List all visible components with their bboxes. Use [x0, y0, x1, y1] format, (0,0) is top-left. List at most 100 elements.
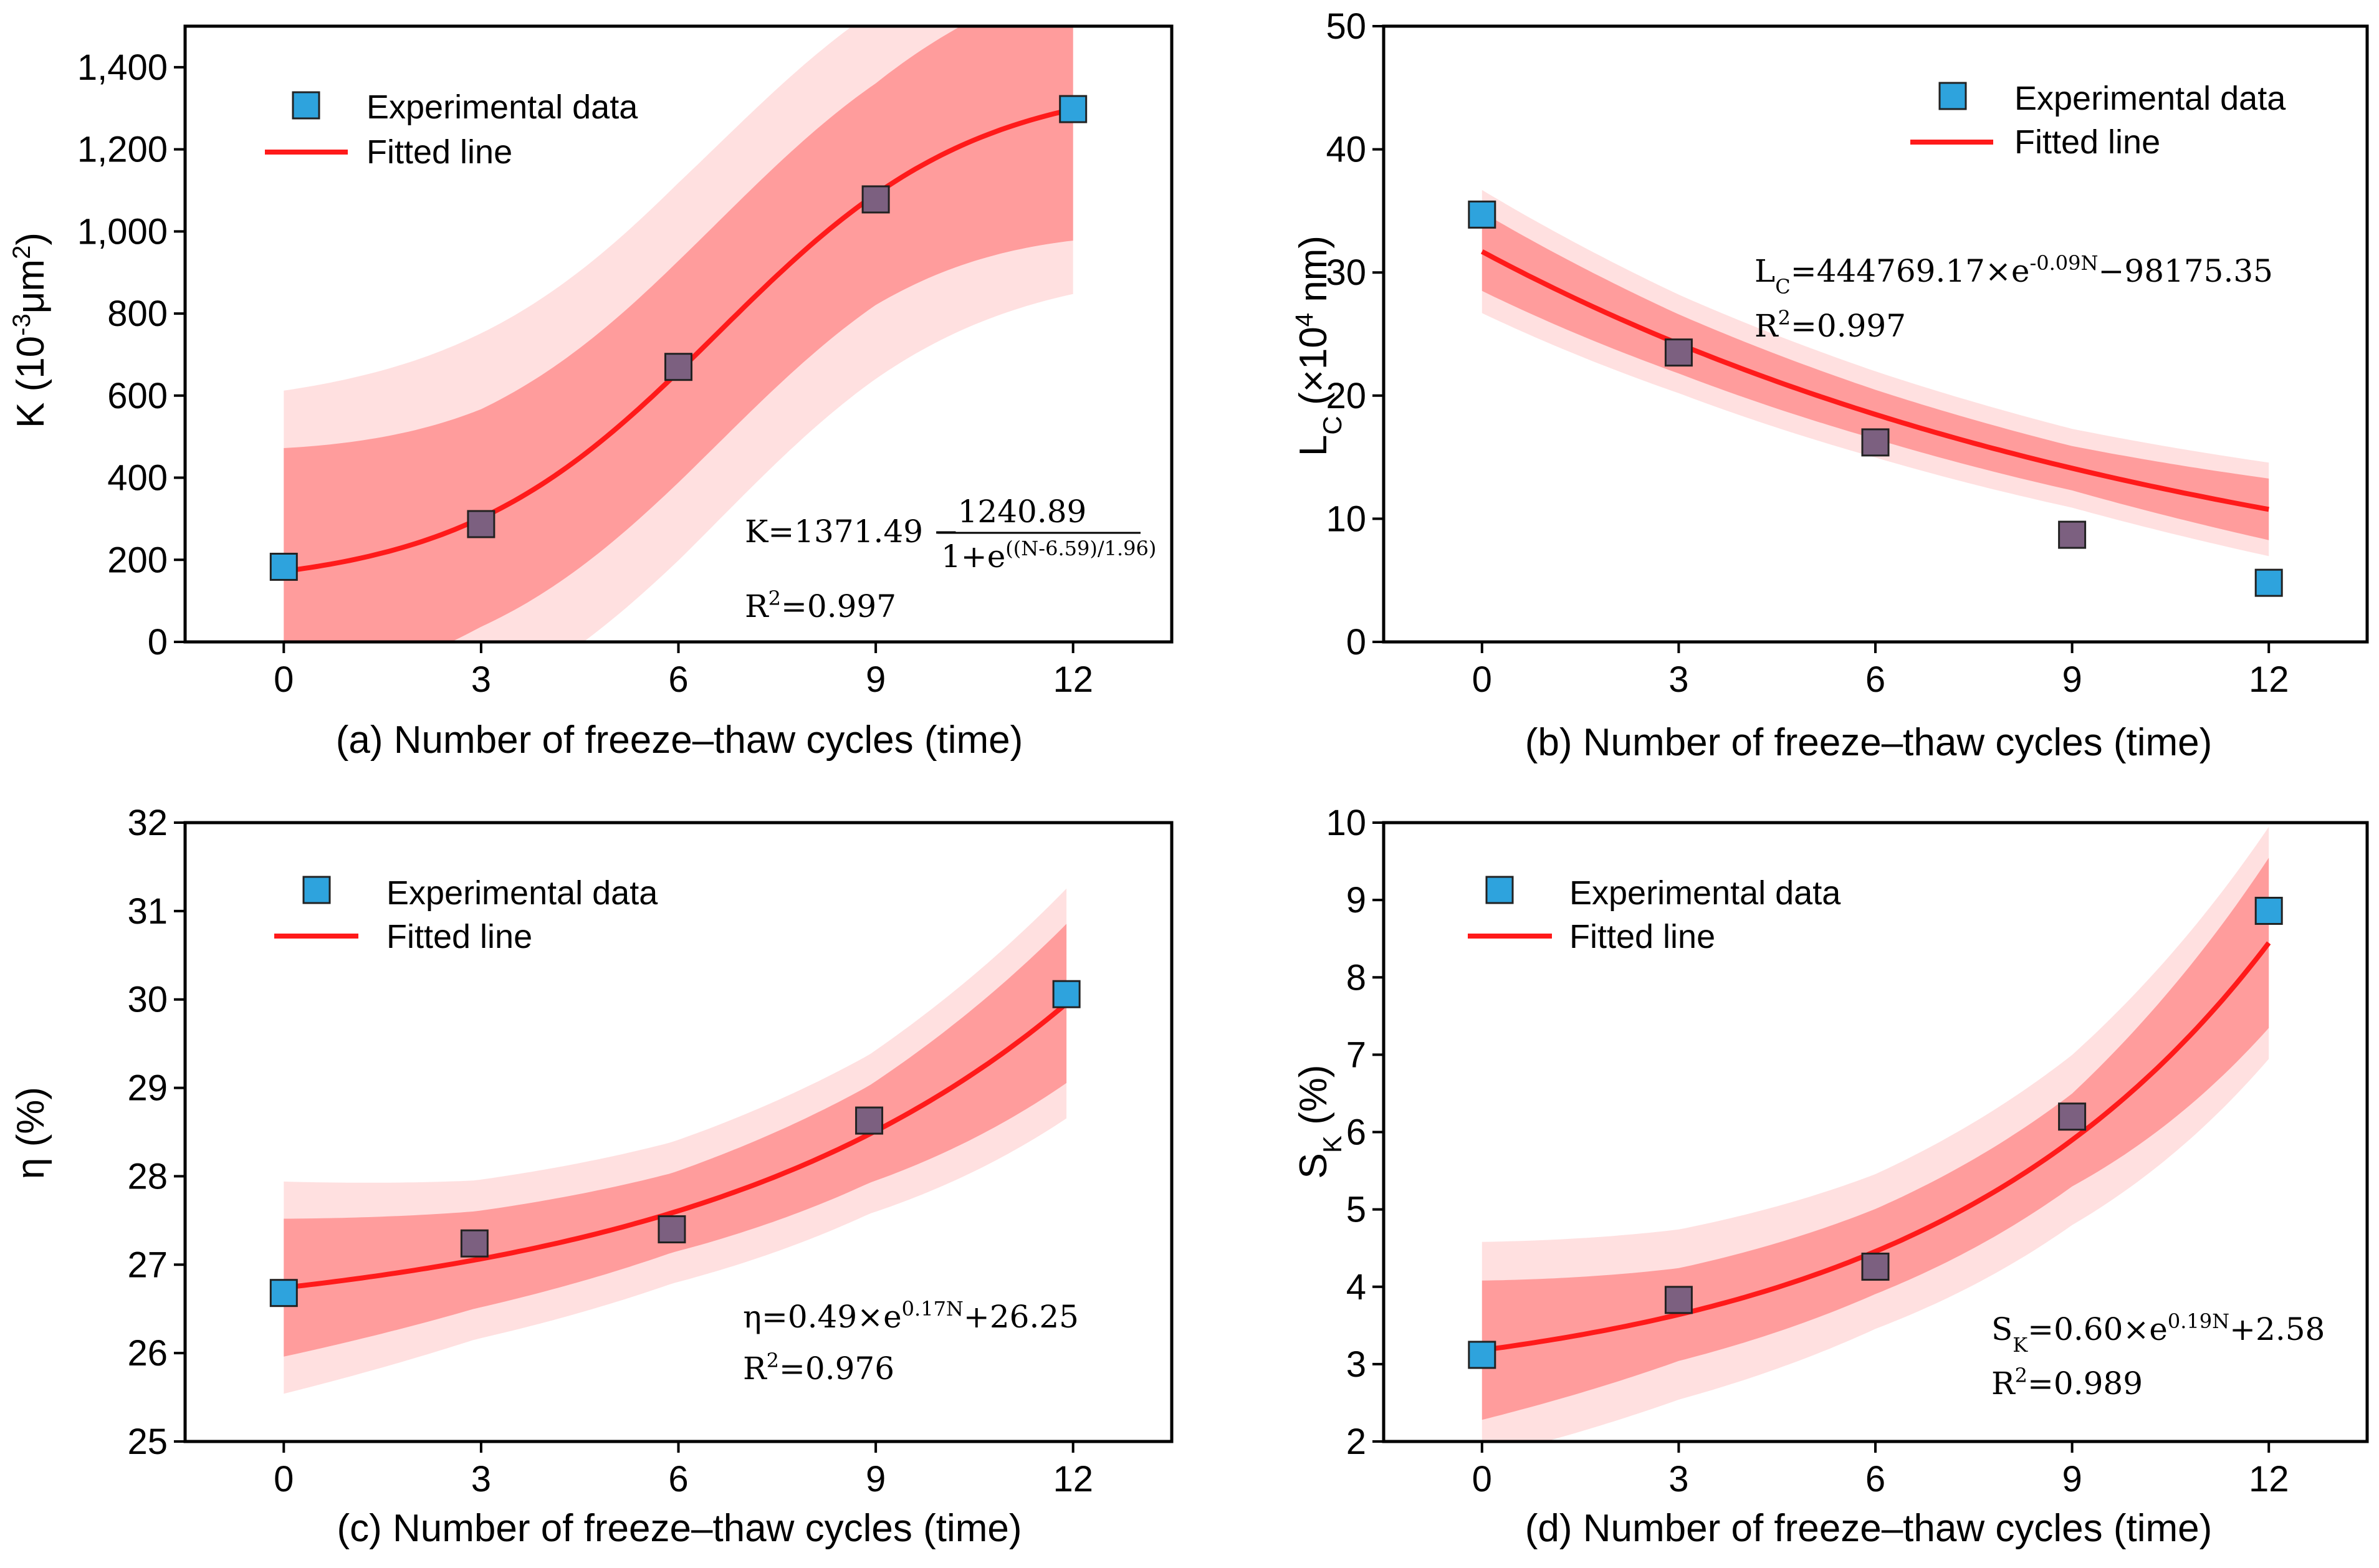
data-point [1861, 1252, 1890, 1281]
y-tick-label: 1,400 [77, 47, 168, 88]
x-tick-label: 3 [471, 659, 491, 700]
x-tick-label: 9 [866, 659, 886, 700]
y-tick-label: 20 [1326, 376, 1366, 416]
data-point [1861, 428, 1890, 457]
data-markers [1468, 897, 2283, 1369]
x-tick-label: 6 [668, 1459, 688, 1499]
data-markers [1468, 200, 2283, 597]
data-point [467, 510, 495, 538]
y-tick-label: 31 [127, 891, 168, 932]
equation-r2: R2=0.997 [1754, 306, 1906, 344]
y-tick-label: 8 [1346, 957, 1366, 998]
confidence-bands [284, 26, 1073, 642]
data-markers [269, 95, 1088, 581]
data-point [664, 353, 692, 381]
axis-ticks: 0 3 6 9 12 0 200 400 600 800 1,000 1,200 1,400 [77, 47, 1093, 700]
fit-equation: SK=0.60×e0.19N+2.58 R2=0.989 [1991, 1309, 2325, 1402]
equation-prefix: K=1371.49 − [745, 514, 959, 550]
fitted-line [283, 1002, 1068, 1291]
y-tick-label: 1,000 [77, 211, 168, 252]
y-tick-label: 5 [1346, 1190, 1366, 1230]
data-point [460, 1229, 489, 1258]
x-tick-label: 3 [1668, 659, 1688, 700]
y-tick-label: 0 [148, 622, 168, 662]
x-tick-label: 3 [471, 1459, 491, 1499]
panel-d: 0 3 6 9 12 2 3 4 5 6 7 8 9 10 Experimental data Fitte… [1292, 803, 2369, 1550]
data-point [1052, 980, 1081, 1008]
x-tick-label: 9 [866, 1459, 886, 1499]
inner-band [284, 924, 1067, 1357]
equation-r2: R2=0.989 [1991, 1364, 2143, 1402]
legend-data-label: Experimental data [366, 88, 638, 126]
data-point [658, 1215, 686, 1244]
y-tick-label: 40 [1326, 130, 1366, 170]
panel-b: 0 3 6 9 12 0 10 20 30 40 50 Experimental data Fitt… [1291, 6, 2369, 764]
data-point [269, 552, 298, 581]
legend-fit-label: Fitted line [386, 918, 532, 955]
x-axis-title: (c) Number of freeze–thaw cycles (time) [337, 1507, 1022, 1550]
y-tick-label: 800 [107, 294, 168, 334]
x-tick-label: 0 [1472, 659, 1492, 700]
x-tick-label: 12 [1053, 1459, 1093, 1499]
y-axis-title: LC (×104 nm) [1291, 236, 1347, 456]
equation-line1: η=0.49×e0.17N+26.25 [743, 1297, 1079, 1335]
axis-ticks: 0 3 6 9 12 0 10 20 30 40 50 [1326, 6, 2289, 700]
x-axis-title: (b) Number of freeze–thaw cycles (time) [1525, 721, 2213, 764]
y-tick-label: 30 [127, 980, 168, 1020]
fit-equation: η=0.49×e0.17N+26.25 R2=0.976 [743, 1297, 1079, 1387]
y-axis-title: K (10-3μm2) [8, 232, 52, 428]
legend-data-label: Experimental data [2014, 80, 2286, 117]
data-point [269, 1279, 298, 1307]
y-tick-label: 10 [1326, 803, 1366, 843]
y-tick-label: 25 [127, 1422, 168, 1462]
y-tick-label: 3 [1346, 1344, 1366, 1385]
legend-data-label: Experimental data [1569, 874, 1841, 912]
data-point [2058, 520, 2087, 549]
data-point [855, 1106, 884, 1135]
equation-line1: SK=0.60×e0.19N+2.58 [1991, 1309, 2325, 1357]
fit-equation: K=1371.49 − 1240.89 1+e((N-6.59)/1.96) R… [745, 494, 1156, 624]
data-markers [269, 980, 1081, 1307]
y-tick-label: 7 [1346, 1035, 1366, 1075]
data-point [2254, 568, 2283, 597]
x-tick-label: 0 [1472, 1459, 1492, 1499]
y-tick-label: 28 [127, 1156, 168, 1197]
y-tick-label: 1,200 [77, 130, 168, 170]
data-point [2254, 897, 2283, 925]
legend-fit-label: Fitted line [2014, 123, 2160, 161]
data-point [1059, 95, 1088, 123]
x-tick-label: 12 [1053, 659, 1093, 700]
y-tick-label: 6 [1346, 1112, 1366, 1153]
data-point [2058, 1102, 2087, 1131]
legend-marker [292, 91, 320, 120]
x-tick-label: 6 [1865, 659, 1885, 700]
y-tick-label: 2 [1346, 1422, 1366, 1462]
y-tick-label: 400 [107, 458, 168, 499]
equation-r2: R2=0.976 [743, 1349, 894, 1387]
x-tick-label: 0 [274, 1459, 294, 1499]
x-tick-label: 6 [668, 659, 688, 700]
x-tick-label: 12 [2249, 659, 2289, 700]
y-tick-label: 27 [127, 1245, 168, 1285]
axis-ticks: 0 3 6 9 12 2 3 4 5 6 7 8 9 10 [1326, 803, 2289, 1499]
fitted-line [1480, 249, 2269, 512]
inner-band [1481, 858, 2269, 1420]
legend-marker [1938, 82, 1967, 110]
y-tick-label: 30 [1326, 252, 1366, 293]
inner-band [1481, 212, 2269, 540]
data-point [1664, 338, 1693, 367]
y-tick-label: 0 [1346, 622, 1366, 662]
panel-a: 0 3 6 9 12 0 200 400 600 800 1,000 1,200 1,400 Exper… [8, 24, 1174, 762]
equation-numerator: 1240.89 [958, 494, 1087, 530]
x-tick-label: 9 [2062, 1459, 2082, 1499]
y-tick-label: 600 [107, 376, 168, 416]
y-tick-label: 9 [1346, 880, 1366, 920]
y-tick-label: 200 [107, 540, 168, 580]
y-axis-title: η (%) [9, 1087, 52, 1179]
legend-fit-label: Fitted line [1569, 918, 1715, 955]
y-tick-label: 10 [1326, 499, 1366, 539]
equation-r2: R2=0.997 [745, 586, 896, 624]
x-tick-label: 0 [274, 659, 294, 700]
inner-band [284, 26, 1073, 642]
